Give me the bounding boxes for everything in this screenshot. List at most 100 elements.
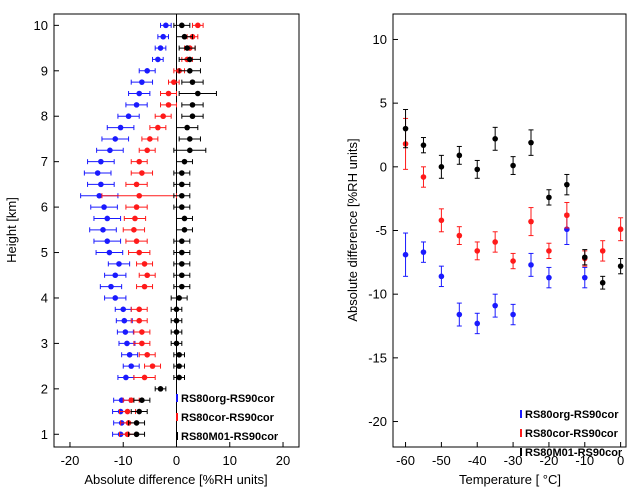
data-point <box>181 227 188 233</box>
data-point <box>181 215 188 222</box>
data-point <box>187 56 193 63</box>
data-point <box>144 351 151 358</box>
data-point <box>181 33 188 40</box>
y-tick-label: 5 <box>41 245 48 260</box>
data-point <box>173 329 180 335</box>
x-tick-label: -50 <box>432 453 451 468</box>
data-point <box>179 204 185 210</box>
y-tick-label: 10 <box>373 32 387 47</box>
data-point <box>141 283 148 290</box>
y-tick-label: 2 <box>41 381 48 396</box>
data-point <box>133 204 140 210</box>
data-point <box>176 374 182 381</box>
legend-label: RS80M01-RS90cor <box>525 447 623 459</box>
data-point <box>564 181 570 188</box>
data-point <box>104 238 111 244</box>
x-tick-label: 10 <box>223 453 237 468</box>
data-point <box>160 33 166 40</box>
data-point <box>173 340 180 347</box>
data-point <box>139 329 145 335</box>
data-point <box>179 192 185 199</box>
data-point <box>546 194 552 201</box>
y-tick-label: 8 <box>41 109 48 124</box>
data-point <box>617 226 624 233</box>
data-point <box>144 67 151 74</box>
data-point <box>124 408 131 415</box>
y-tick-label: 0 <box>380 159 387 174</box>
left-y-ticks: 1 2 3 4 5 6 7 8 9 10 <box>34 18 59 442</box>
data-point <box>133 238 140 244</box>
data-point <box>187 67 193 74</box>
data-point <box>456 311 463 318</box>
data-point <box>120 306 127 313</box>
series-RS80cor-RS90cor <box>101 22 204 438</box>
data-point <box>112 295 119 301</box>
data-point <box>128 363 135 369</box>
data-point <box>420 174 427 180</box>
data-point <box>189 102 196 108</box>
left-legend: RS80org-RS90cor RS80cor-RS90cor RS80M01-RS… <box>176 393 279 443</box>
data-point <box>181 158 188 165</box>
data-point <box>132 215 138 222</box>
x-tick-label: -10 <box>114 453 133 468</box>
data-point <box>173 317 180 324</box>
data-point <box>528 139 534 146</box>
series-RS80cor-RS90cor <box>402 117 624 270</box>
x-tick-label: -60 <box>396 453 415 468</box>
data-point <box>155 56 161 63</box>
data-point <box>136 408 143 415</box>
data-point <box>179 238 185 244</box>
data-point <box>176 351 182 358</box>
left-y-axis-label: Height [km] <box>4 197 19 263</box>
y-tick-label: -20 <box>368 414 387 429</box>
data-point <box>176 363 182 369</box>
data-point <box>139 79 145 85</box>
data-point <box>195 90 201 97</box>
data-point <box>165 102 172 108</box>
y-tick-label: 9 <box>41 63 48 78</box>
data-point <box>98 158 104 165</box>
data-point <box>474 166 481 173</box>
data-point <box>546 248 552 254</box>
data-point <box>184 45 190 51</box>
data-point <box>100 227 106 233</box>
right-x-ticks: -60 -50 -40 -30 -20 -10 0 <box>396 442 624 468</box>
left-data-points <box>80 22 217 438</box>
right-legend: RS80org-RS90cor RS80cor-RS90cor RS80M01-RS… <box>520 409 623 459</box>
data-point <box>94 170 101 176</box>
data-point <box>96 192 103 199</box>
data-point <box>173 306 180 313</box>
data-point <box>564 212 570 219</box>
data-point <box>179 283 185 290</box>
data-point <box>104 215 111 222</box>
x-tick-label: -40 <box>468 453 487 468</box>
data-point <box>492 136 498 142</box>
series-RS80M01-RS90cor <box>402 109 624 290</box>
data-point <box>108 283 114 290</box>
data-point <box>189 113 196 120</box>
data-point <box>107 147 113 154</box>
data-point <box>136 317 143 324</box>
data-point <box>144 272 151 279</box>
data-point <box>187 147 193 154</box>
legend-label: RS80org-RS90cor <box>181 393 275 405</box>
data-point <box>136 158 143 165</box>
y-tick-label: -15 <box>368 350 387 365</box>
data-point <box>438 273 445 280</box>
data-point <box>136 306 143 313</box>
data-point <box>123 374 129 381</box>
data-point <box>149 363 156 369</box>
data-point <box>179 249 185 256</box>
data-point <box>165 90 172 97</box>
data-point <box>184 124 190 131</box>
data-point <box>98 181 104 188</box>
x-tick-label: 0 <box>617 453 624 468</box>
legend-label: RS80cor-RS90cor <box>525 428 619 440</box>
data-point <box>157 386 164 392</box>
data-point <box>139 397 145 404</box>
y-tick-label: 3 <box>41 336 48 351</box>
right-plot-frame <box>392 13 627 448</box>
